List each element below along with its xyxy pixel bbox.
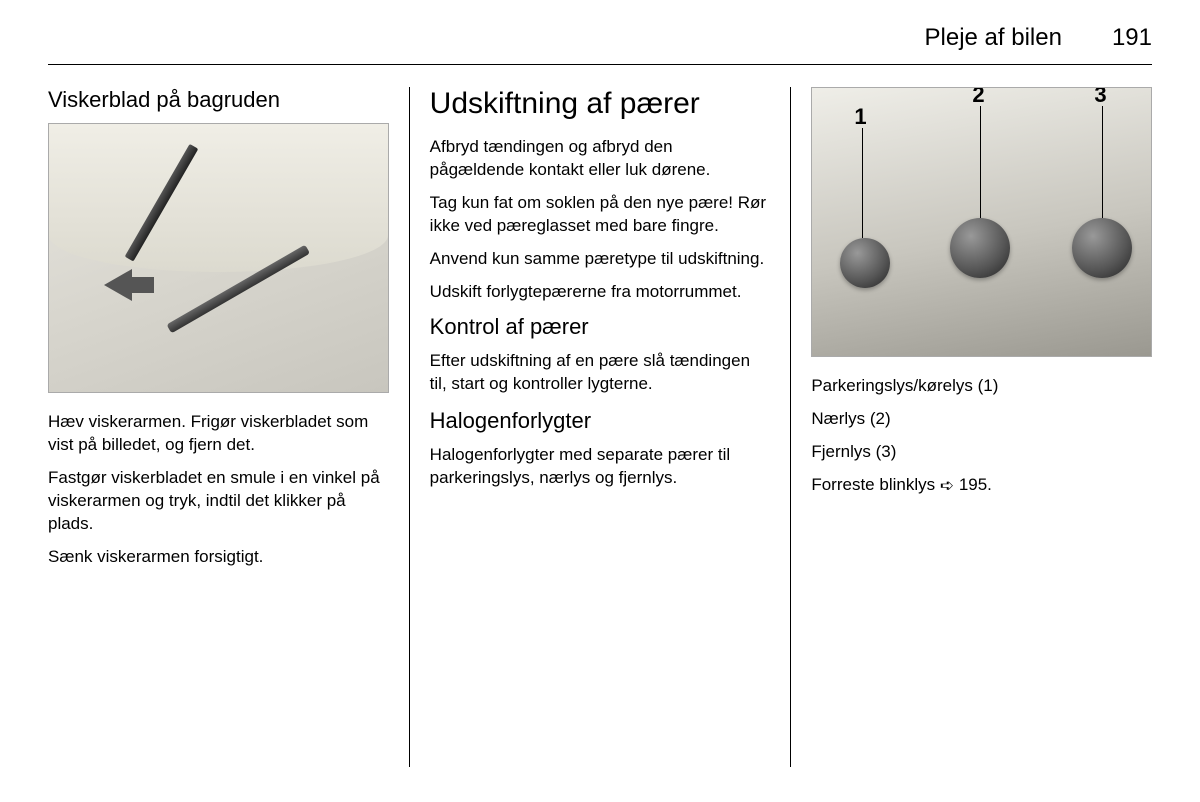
- xref-text: Forreste blinklys: [811, 475, 939, 494]
- bulb-housing-1: [840, 238, 890, 288]
- col3-paragraph-1: Parkeringslys/kørelys (1): [811, 375, 1152, 398]
- xref-page: 195.: [959, 475, 992, 494]
- col3-paragraph-3: Fjernlys (3): [811, 441, 1152, 464]
- callout-line-1: [862, 128, 863, 238]
- headlight-bulb-illustration: 1 2 3: [811, 87, 1152, 357]
- callout-line-2: [980, 106, 981, 218]
- col2-heading-main: Udskiftning af pærer: [430, 87, 771, 120]
- col1-paragraph-1: Hæv viskerarmen. Frigør viskerbladet som…: [48, 411, 389, 457]
- callout-number-2: 2: [972, 87, 984, 108]
- xref-arrow-icon: ➪: [940, 475, 954, 498]
- col1-heading: Viskerblad på bagruden: [48, 87, 389, 113]
- col3-paragraph-4: Forreste blinklys ➪ 195.: [811, 474, 1152, 497]
- direction-arrow-icon: [104, 269, 132, 301]
- callout-number-3: 3: [1094, 87, 1106, 108]
- callout-line-3: [1102, 106, 1103, 218]
- callout-number-1: 1: [854, 104, 866, 130]
- col3-paragraph-2: Nærlys (2): [811, 408, 1152, 431]
- col2-subheading-b: Halogenforlygter: [430, 408, 771, 434]
- col2-paragraph-5: Efter udskiftning af en pære slå tænding…: [430, 350, 771, 396]
- header-title: Pleje af bilen: [925, 24, 1062, 52]
- column-1: Viskerblad på bagruden Hæv viskerarmen. …: [48, 87, 410, 767]
- wiper-blade-illustration: [48, 123, 389, 393]
- column-3: 1 2 3 Parkeringslys/kørelys (1) Nærlys (…: [791, 87, 1152, 767]
- col2-paragraph-6: Halogenforlygter med separate pærer til …: [430, 444, 771, 490]
- col2-subheading-a: Kontrol af pærer: [430, 314, 771, 340]
- page-header: Pleje af bilen 191: [48, 24, 1152, 65]
- col2-paragraph-1: Afbryd tændingen og afbryd den pågældend…: [430, 136, 771, 182]
- column-2: Udskiftning af pærer Afbryd tændingen og…: [410, 87, 792, 767]
- bulb-housing-2: [950, 218, 1010, 278]
- col2-paragraph-4: Udskift forlygtepærerne fra motorrummet.: [430, 281, 771, 304]
- col2-paragraph-2: Tag kun fat om soklen på den nye pære! R…: [430, 192, 771, 238]
- bulb-housing-3: [1072, 218, 1132, 278]
- col2-paragraph-3: Anvend kun samme pæretype til udskiftnin…: [430, 248, 771, 271]
- content-columns: Viskerblad på bagruden Hæv viskerarmen. …: [48, 87, 1152, 767]
- col1-paragraph-3: Sænk viskerarmen forsigtigt.: [48, 546, 389, 569]
- col1-paragraph-2: Fastgør viskerbladet en smule i en vinke…: [48, 467, 389, 536]
- car-surface: [49, 124, 388, 271]
- header-page-number: 191: [1112, 24, 1152, 52]
